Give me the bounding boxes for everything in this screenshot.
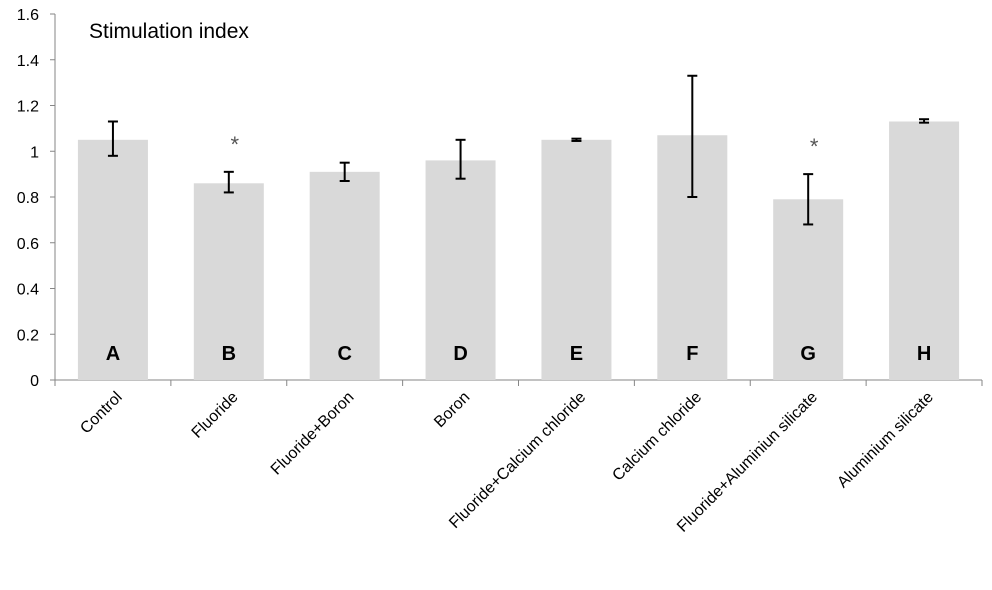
- bar-letter-label: A: [106, 343, 120, 365]
- y-tick-label: 0: [30, 373, 39, 390]
- bar-letter-label: F: [686, 343, 698, 365]
- y-tick-label: 0.4: [17, 282, 39, 299]
- x-labels: Control Fluoride Fluoride+Boron BoronFluori…: [77, 389, 937, 536]
- bar-letter-label: H: [917, 343, 931, 365]
- bar: [541, 139, 612, 380]
- x-tick-label: Control: [77, 389, 125, 437]
- x-tick-label: Fluoride: [189, 389, 242, 442]
- bar-letter-label: C: [337, 343, 351, 365]
- bar-letter-label: D: [453, 343, 467, 365]
- bar: [773, 199, 844, 380]
- bar-letter-label: G: [800, 343, 816, 365]
- x-tick-label: Aluminium silicate: [834, 389, 937, 492]
- bar: [309, 171, 380, 380]
- y-tick-label: 1.2: [17, 99, 39, 116]
- x-tick-label: Fluoride+Boron: [268, 389, 358, 479]
- error-bar: [223, 170, 234, 194]
- x-tick-label: Calcium chloride: [609, 389, 705, 485]
- bar: [77, 139, 148, 380]
- error-bar: [803, 173, 814, 226]
- bar: [425, 160, 496, 380]
- error-bar: [571, 137, 582, 142]
- y-tick-label: 0.2: [17, 327, 39, 344]
- x-tick-label: Boron: [431, 389, 473, 431]
- error-bar: [687, 74, 698, 198]
- y-tick-label: 0.8: [17, 190, 39, 207]
- bar-letter-label: E: [570, 343, 583, 365]
- bar: [889, 121, 960, 380]
- error-bar: [455, 138, 466, 180]
- error-bar: [107, 120, 118, 157]
- error-bar: [339, 161, 350, 182]
- chart-title: Stimulation index: [89, 20, 249, 43]
- y-tick-label: 1.4: [17, 53, 39, 70]
- significance-marker: *: [810, 134, 819, 159]
- significance-marker: *: [231, 132, 240, 157]
- y-tick-label: 0.6: [17, 236, 39, 253]
- y-tick-label: 1: [30, 144, 39, 161]
- y-tick-label: 1.6: [17, 7, 39, 24]
- x-tick-label: Fluoride+Calcium chloride: [446, 389, 589, 532]
- error-bar: [919, 118, 930, 124]
- bar-letter-label: B: [222, 343, 236, 365]
- x-tick-label: Fluoride+Aluminiun silicate: [674, 389, 821, 536]
- bar: [193, 183, 264, 380]
- axes: 0 0.2 0.4 0.6 0.8 1 1.2 1.4 1.6: [17, 7, 983, 390]
- bars: A * B C D E F * G H: [77, 74, 960, 380]
